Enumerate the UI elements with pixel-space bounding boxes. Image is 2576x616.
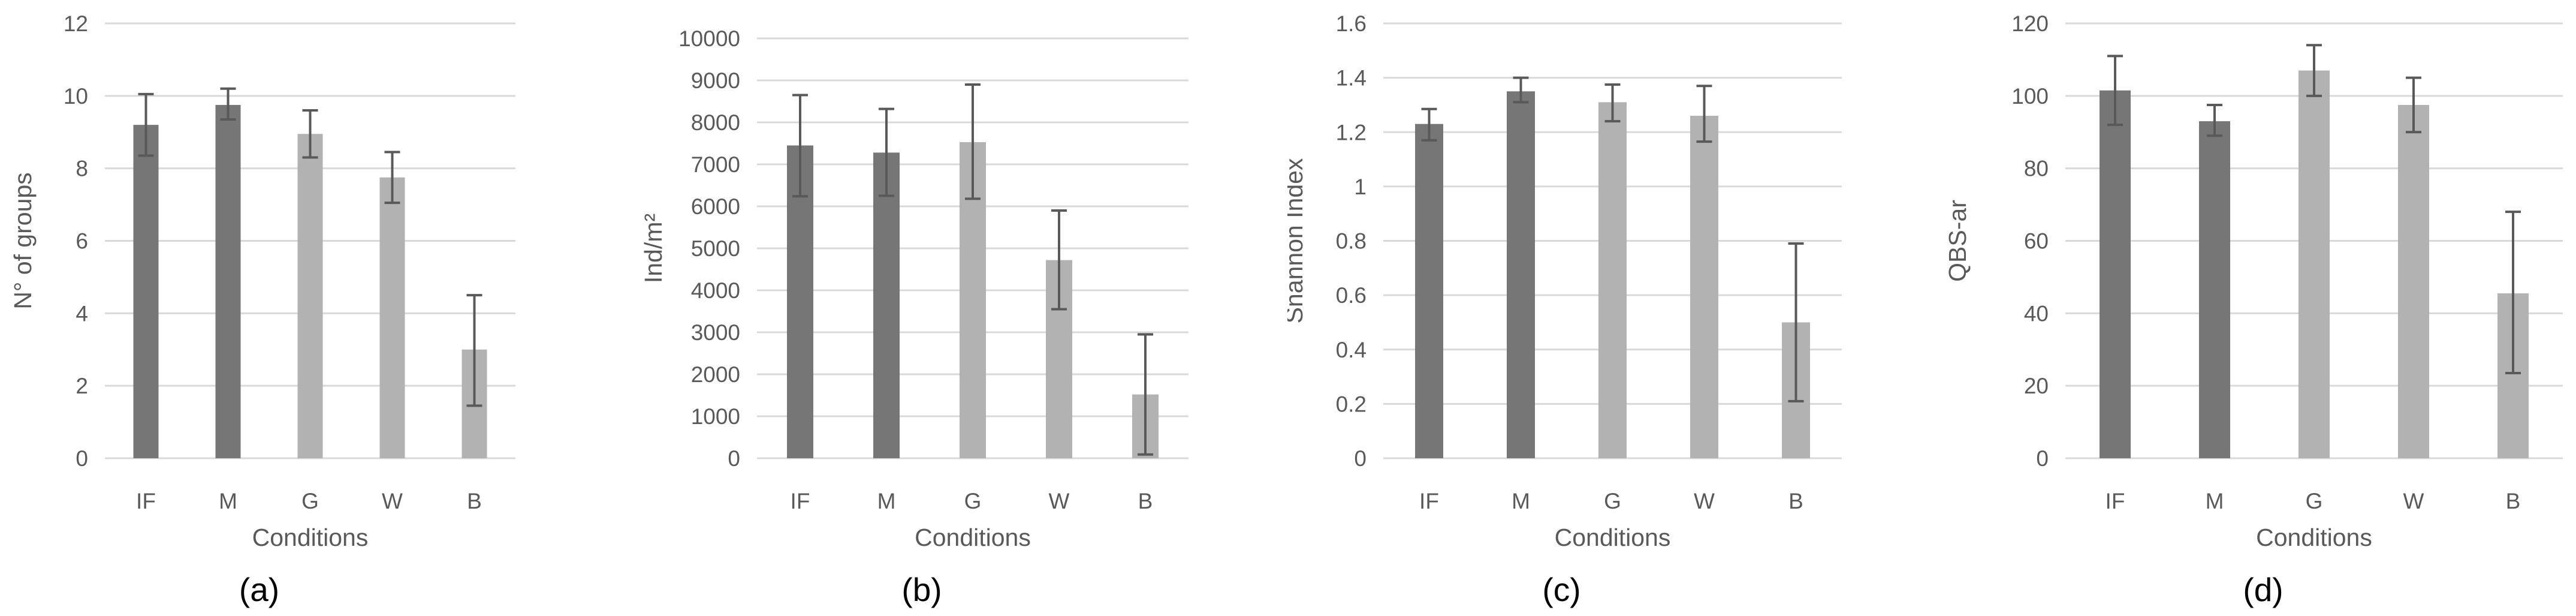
- bar-chart-d: 0 20 40 60 80 100 120 IF M G W B Conditions QBS-ar (d): [1931, 0, 2576, 616]
- bar-chart-a: 0 2 4 6 8 10 12 IF M G W B Conditions N° of groups (a): [0, 0, 644, 616]
- x-tick-label: B: [2506, 489, 2521, 513]
- chart-caption: (c): [1542, 571, 1580, 608]
- x-tick-label: M: [2206, 489, 2224, 513]
- y-tick-label: 60: [2024, 229, 2049, 254]
- y-tick-label: 0.4: [1336, 338, 1367, 362]
- y-tick-label: 4: [76, 301, 88, 326]
- x-tick-label: B: [1138, 489, 1153, 513]
- x-tick-label: M: [877, 489, 896, 513]
- bar-if: [2100, 90, 2131, 459]
- y-tick-label: 0.2: [1336, 392, 1367, 416]
- chart-panel-c: 0 0.2 0.4 0.6 0.8 1 1.2 1.4 1.6 IF M G W B Conditions S…: [1287, 0, 1931, 616]
- y-tick-label: 9000: [691, 68, 740, 93]
- bar-if: [787, 145, 813, 458]
- bar-chart-c: 0 0.2 0.4 0.6 0.8 1 1.2 1.4 1.6 IF M G W B Conditions S…: [1287, 0, 1931, 616]
- y-axis-title: Snannon Index: [1287, 158, 1308, 323]
- x-tick-label: IF: [791, 489, 810, 513]
- y-tick-label: 2000: [691, 362, 740, 387]
- y-tick-label: 0: [2036, 446, 2049, 471]
- y-tick-label: 1000: [691, 404, 740, 429]
- chart-panel-a: 0 2 4 6 8 10 12 IF M G W B Conditions N° of groups (a): [0, 0, 644, 616]
- bar-chart-b: 0 1000 2000 3000 4000 5000 6000 7000 8000 9000 100…: [644, 0, 1287, 616]
- y-tick-label: 0.8: [1336, 229, 1367, 254]
- y-tick-label: 1: [1354, 175, 1367, 199]
- x-tick-label: IF: [2106, 489, 2125, 513]
- bar-m: [215, 104, 241, 458]
- bar-g: [2299, 70, 2330, 458]
- chart-caption: (b): [901, 571, 942, 608]
- y-tick-label: 2: [76, 374, 88, 398]
- y-tick-label: 12: [64, 11, 88, 36]
- bar-chart-svg: 0 0.2 0.4 0.6 0.8 1 1.2 1.4 1.6 IF M G W B Conditions S…: [1287, 11, 1842, 608]
- x-tick-label: M: [1512, 489, 1530, 513]
- y-tick-label: 7000: [691, 152, 740, 177]
- y-tick-label: 5000: [691, 236, 740, 261]
- y-tick-label: 0: [76, 446, 88, 471]
- bar-chart-svg: 0 1000 2000 3000 4000 5000 6000 7000 8000 9000 100…: [644, 26, 1189, 608]
- y-tick-label: 1.6: [1336, 11, 1367, 36]
- y-axis-title: Ind/m²: [644, 214, 667, 283]
- y-tick-label: 80: [2024, 157, 2049, 181]
- chart-panel-b: 0 1000 2000 3000 4000 5000 6000 7000 8000 9000 100…: [644, 0, 1287, 616]
- x-tick-label: IF: [136, 489, 156, 513]
- bar-chart-svg: 0 20 40 60 80 100 120 IF M G W B Conditions QBS-ar (d): [1944, 11, 2563, 608]
- bar-m: [2199, 121, 2230, 458]
- bar-g: [1598, 102, 1627, 458]
- bar-w: [1690, 116, 1718, 458]
- y-tick-label: 0.6: [1336, 283, 1367, 308]
- x-axis-title: Conditions: [1555, 524, 1671, 551]
- bar-g: [297, 134, 323, 459]
- bar-w: [379, 177, 405, 458]
- x-axis-title: Conditions: [252, 524, 369, 551]
- bar-if: [133, 125, 159, 458]
- x-tick-label: G: [964, 489, 982, 513]
- y-tick-label: 100: [2011, 84, 2049, 109]
- y-axis-title: N° of groups: [9, 172, 37, 309]
- x-tick-label: IF: [1419, 489, 1439, 513]
- y-tick-label: 40: [2024, 301, 2049, 326]
- x-tick-label: G: [301, 489, 319, 513]
- bar-chart-svg: 0 2 4 6 8 10 12 IF M G W B Conditions N° of groups (a): [9, 11, 515, 608]
- bar-m: [873, 152, 900, 458]
- x-tick-label: W: [2403, 489, 2424, 513]
- y-tick-label: 4000: [691, 278, 740, 303]
- x-axis-title: Conditions: [915, 524, 1031, 551]
- y-tick-label: 6: [76, 229, 88, 254]
- chart-caption: (d): [2243, 571, 2283, 608]
- bar-w: [2398, 104, 2429, 458]
- x-tick-label: B: [467, 489, 482, 513]
- y-axis-title: QBS-ar: [1944, 200, 1971, 282]
- y-tick-label: 10: [64, 84, 88, 109]
- y-tick-label: 10000: [678, 26, 740, 51]
- x-tick-label: B: [1788, 489, 1803, 513]
- y-tick-label: 1.2: [1336, 120, 1367, 145]
- y-tick-label: 8: [76, 157, 88, 181]
- x-tick-label: G: [1604, 489, 1621, 513]
- y-tick-label: 3000: [691, 320, 740, 345]
- x-tick-label: W: [1694, 489, 1715, 513]
- y-tick-label: 0: [728, 446, 740, 471]
- x-tick-label: W: [382, 489, 403, 513]
- y-tick-label: 20: [2024, 374, 2049, 398]
- bar-if: [1415, 124, 1443, 458]
- y-tick-label: 8000: [691, 110, 740, 135]
- chart-caption: (a): [239, 571, 279, 608]
- y-tick-label: 0: [1354, 446, 1367, 471]
- y-tick-label: 6000: [691, 194, 740, 219]
- x-axis-title: Conditions: [2256, 524, 2372, 551]
- bar-m: [1507, 91, 1535, 458]
- x-tick-label: M: [219, 489, 237, 513]
- x-tick-label: W: [1049, 489, 1070, 513]
- x-tick-label: G: [2306, 489, 2323, 513]
- chart-panel-d: 0 20 40 60 80 100 120 IF M G W B Conditions QBS-ar (d): [1931, 0, 2576, 616]
- y-tick-label: 120: [2011, 11, 2049, 36]
- y-tick-label: 1.4: [1336, 66, 1367, 91]
